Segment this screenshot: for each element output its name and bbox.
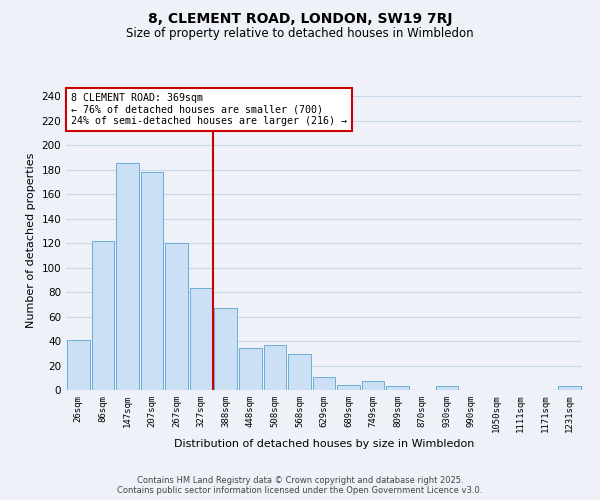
Bar (116, 164, 139, 390)
Bar (386, 386, 409, 390)
Bar (436, 386, 458, 390)
Text: Contains HM Land Registry data © Crown copyright and database right 2025.: Contains HM Land Registry data © Crown c… (137, 476, 463, 485)
Bar (313, 376, 335, 390)
Text: 8 CLEMENT ROAD: 369sqm
← 76% of detached houses are smaller (700)
24% of semi-de: 8 CLEMENT ROAD: 369sqm ← 76% of detached… (71, 93, 347, 126)
Text: 8, CLEMENT ROAD, LONDON, SW19 7RJ: 8, CLEMENT ROAD, LONDON, SW19 7RJ (148, 12, 452, 26)
Bar (214, 308, 237, 390)
Bar (362, 382, 385, 390)
Bar (92, 240, 114, 390)
Bar (559, 386, 581, 390)
Bar (67, 340, 89, 390)
Text: Size of property relative to detached houses in Wimbledon: Size of property relative to detached ho… (126, 28, 474, 40)
Y-axis label: Number of detached properties: Number of detached properties (26, 152, 36, 328)
Bar (190, 288, 212, 390)
Bar (337, 385, 360, 390)
Bar (263, 344, 286, 390)
Text: Contains public sector information licensed under the Open Government Licence v3: Contains public sector information licen… (118, 486, 482, 495)
Bar (165, 243, 188, 390)
Bar (288, 354, 311, 390)
Bar (239, 348, 262, 390)
X-axis label: Distribution of detached houses by size in Wimbledon: Distribution of detached houses by size … (174, 440, 474, 450)
Bar (140, 172, 163, 390)
